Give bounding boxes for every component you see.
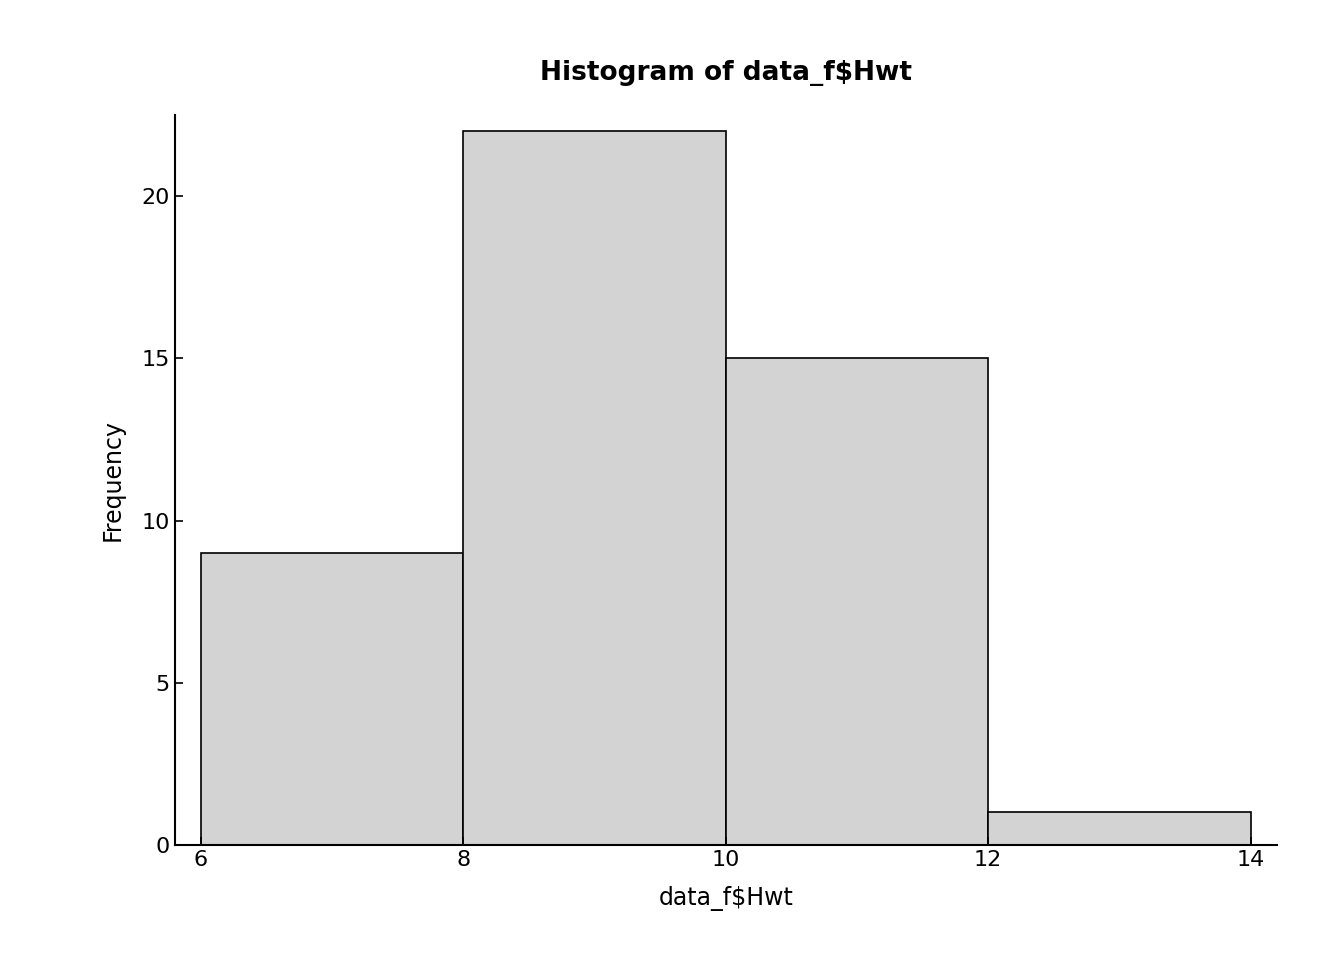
- Bar: [464, 132, 726, 845]
- Y-axis label: Frequency: Frequency: [101, 419, 125, 541]
- Bar: [202, 553, 464, 845]
- Bar: [726, 358, 988, 845]
- Bar: [988, 812, 1250, 845]
- X-axis label: data_f$Hwt: data_f$Hwt: [659, 886, 793, 911]
- Title: Histogram of data_f$Hwt: Histogram of data_f$Hwt: [540, 60, 911, 86]
